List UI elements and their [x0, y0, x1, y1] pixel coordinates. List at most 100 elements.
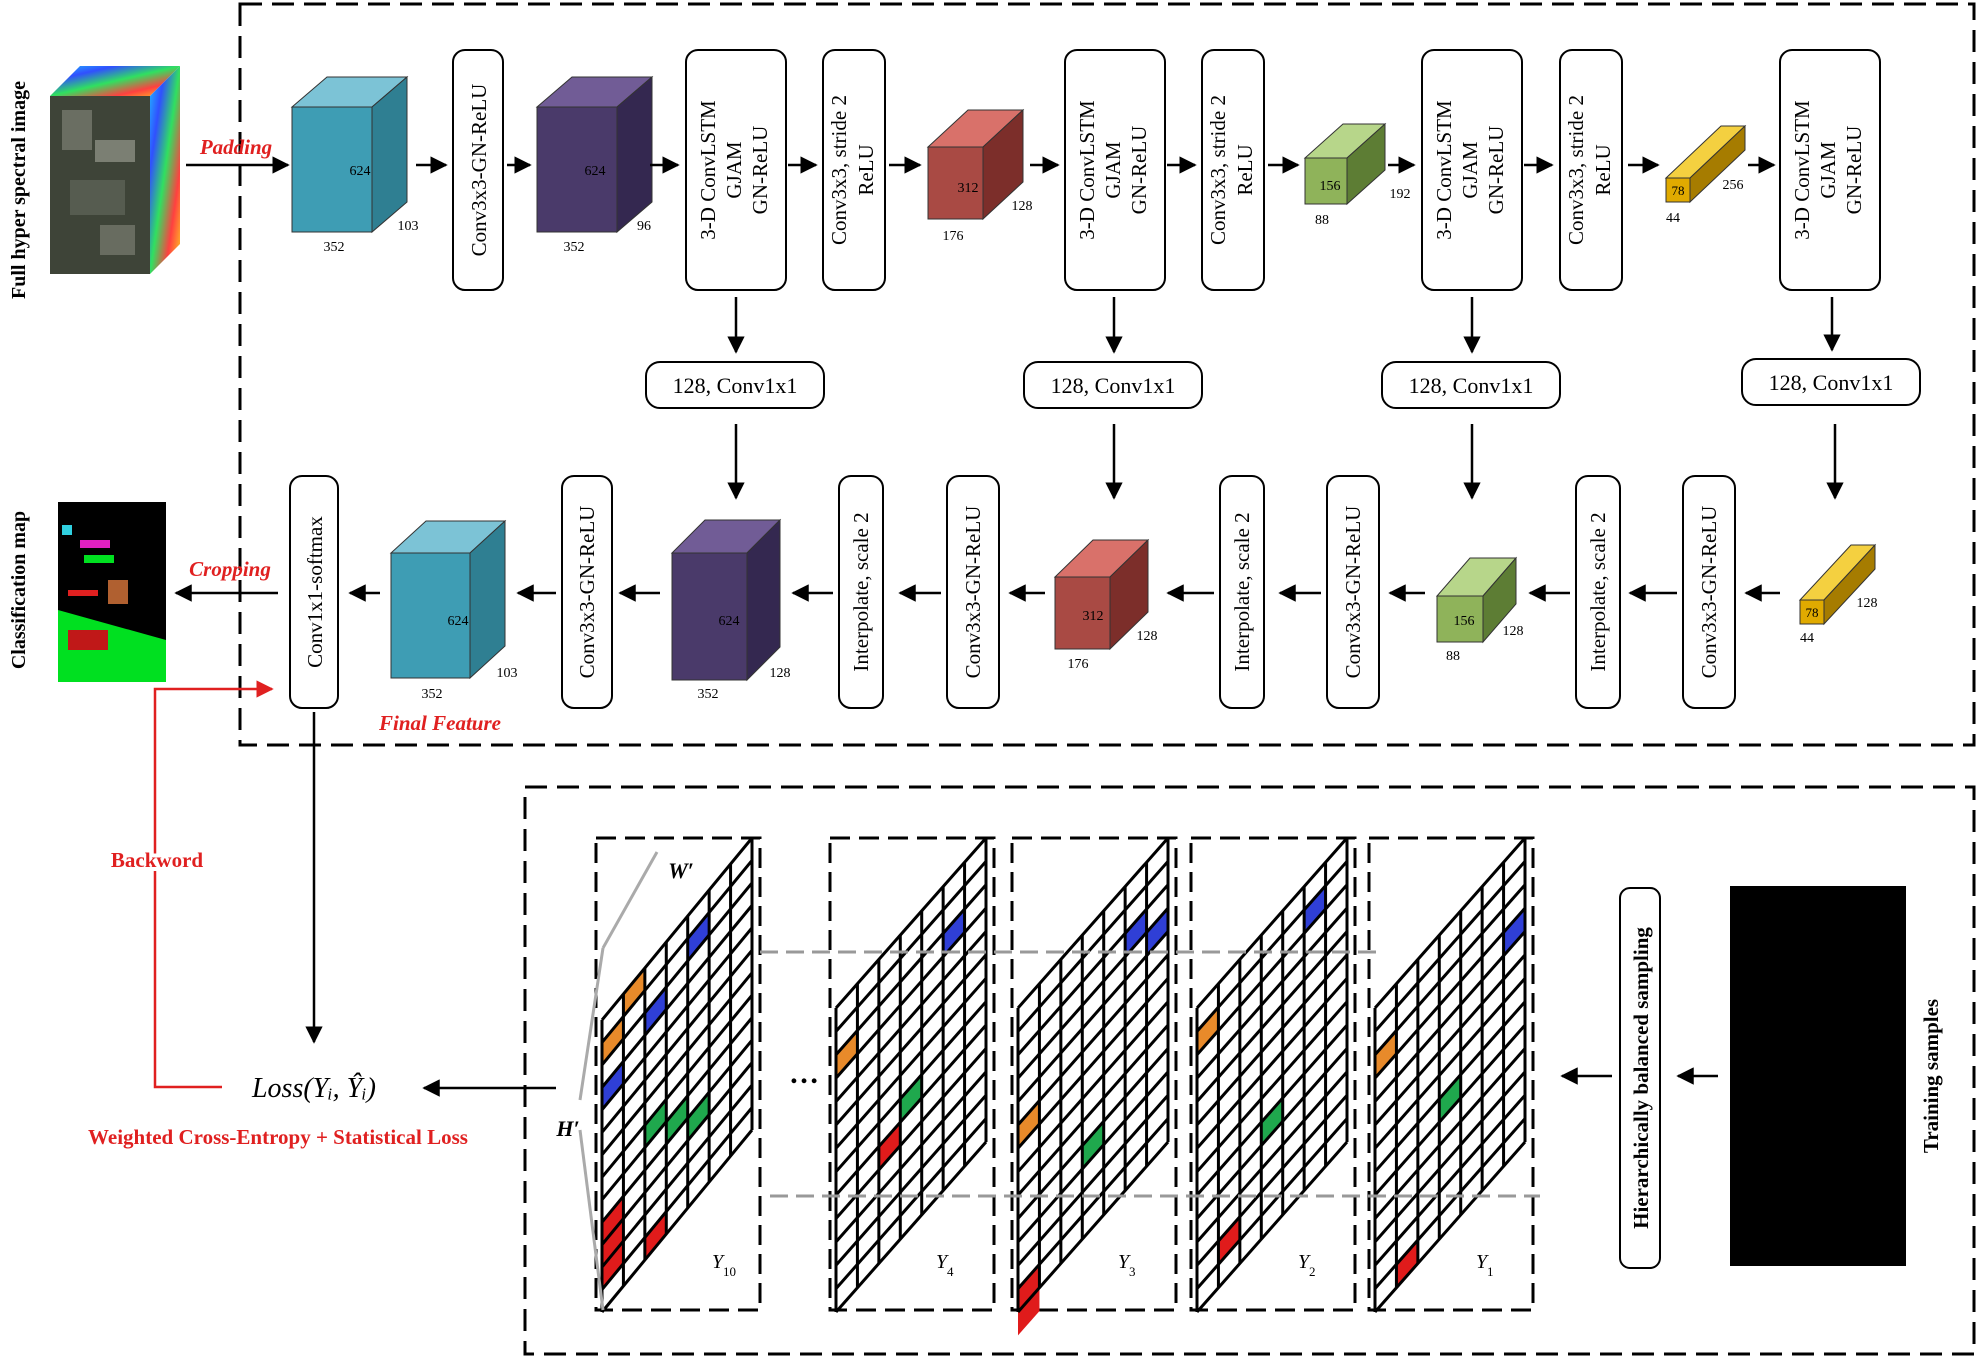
enc-lstm-1-line1: 3-D ConvLSTM	[696, 100, 720, 240]
hyperspectral-cube-image	[50, 66, 180, 274]
enc-cube-5-d: 256	[1723, 178, 1744, 193]
enc-cube-3-h: 312	[958, 181, 979, 196]
dec-interp-box-2	[1219, 475, 1265, 709]
grid-label-3-sub: 3	[1129, 1264, 1136, 1279]
skip-box-2-text: 128, Conv1x1	[1051, 373, 1176, 398]
enc-lstm-3-line1: 3-D ConvLSTM	[1432, 100, 1456, 240]
grid-cell	[602, 1016, 624, 1065]
dec-cube-2-w: 352	[698, 687, 719, 702]
grid-label-3-base: Y	[1118, 1251, 1131, 1273]
sampling-text: Hierarchically balanced sampling	[1629, 927, 1653, 1229]
grid-cell	[602, 1196, 624, 1245]
enc-stride-3-line2: ReLU	[1591, 144, 1615, 195]
enc-stride-1-line2: ReLU	[854, 144, 878, 195]
grid-cell	[1503, 908, 1525, 956]
ellipsis: …	[789, 1057, 819, 1090]
cropping-label: Cropping	[189, 557, 271, 581]
dec-cube-3-w: 176	[1068, 657, 1089, 672]
grid-cell	[1218, 1216, 1240, 1265]
dec-cube-5-d: 128	[1857, 596, 1878, 611]
enc-lstm-box-4	[1779, 49, 1881, 291]
skip-box-4-text: 128, Conv1x1	[1769, 370, 1894, 395]
grid-cell	[1396, 1240, 1418, 1288]
dec-interp-1-text: Interpolate, scale 2	[849, 512, 873, 671]
enc-lstm-2-line3: GN-ReLU	[1127, 126, 1151, 215]
dec-conv-gn-3-text: Conv3x3-GN-ReLU	[1341, 506, 1365, 679]
enc-stride-box-3	[1559, 49, 1623, 291]
enc-conv-gn-box	[452, 49, 504, 291]
grid-cell	[1261, 1097, 1283, 1146]
encoder-cube-5	[1664, 124, 1747, 204]
decoder-cube-1	[389, 519, 507, 680]
enc-cube-1-w: 352	[324, 240, 345, 255]
enc-stride-2-line2: ReLU	[1233, 144, 1257, 195]
dec-conv-gn-box-3	[1326, 475, 1380, 709]
label-grids	[578, 836, 1540, 1336]
enc-lstm-3-line2: GJAM	[1458, 141, 1482, 199]
dec-cube-5-h: 78	[1806, 605, 1819, 620]
enc-cube-4-d: 192	[1390, 187, 1411, 202]
grid-cell	[623, 968, 645, 1017]
dec-cube-3-h: 312	[1083, 609, 1104, 624]
training-samples-image	[1730, 886, 1906, 1266]
dec-cube-1-h: 624	[448, 614, 469, 629]
encoder-cube-3	[926, 108, 1025, 221]
enc-cube-2-h: 624	[585, 164, 606, 179]
full-image-label: Full hyper spectral image	[8, 81, 30, 299]
grid-label-2-base: Y	[936, 1251, 949, 1273]
training-samples-label: Training samples	[1919, 999, 1943, 1153]
grid-cell	[878, 1122, 901, 1170]
decoder-cube-5	[1798, 543, 1877, 626]
grid-cell	[836, 1030, 858, 1079]
grid-label-2: Y 4	[936, 1251, 954, 1279]
dec-conv-gn-1-text: Conv3x3-GN-ReLU	[575, 506, 599, 679]
enc-cube-4-w: 88	[1315, 213, 1329, 228]
dec-cube-3-d: 128	[1137, 629, 1158, 644]
enc-stride-box-1	[822, 49, 886, 291]
loss-formula: Loss(Yᵢ, Ŷᵢ)	[251, 1073, 376, 1104]
grid-label-1-sub: 10	[723, 1264, 736, 1279]
encoder-cube-2	[535, 75, 654, 234]
grid-cell	[1018, 1100, 1040, 1149]
decoder-cube-4	[1435, 556, 1518, 644]
grid-cell	[1375, 1030, 1397, 1079]
grid-label-4-sub: 2	[1309, 1264, 1316, 1279]
loss-name: Weighted Cross-Entropy + Statistical Los…	[88, 1125, 468, 1149]
grid-label-2-sub: 4	[947, 1264, 954, 1279]
grid-cell	[943, 909, 965, 957]
grid-cell	[1082, 1121, 1104, 1169]
w-prime-label: W′	[668, 858, 694, 883]
enc-lstm-box-3	[1421, 49, 1523, 291]
skip-box-2	[1023, 361, 1203, 409]
h-prime-label: H′	[555, 1116, 579, 1141]
dec-conv-gn-box-2	[946, 475, 1000, 709]
dec-interp-2-text: Interpolate, scale 2	[1230, 512, 1254, 671]
label-grid-3	[1010, 836, 1178, 1336]
dec-cube-2-d: 128	[770, 666, 791, 681]
enc-lstm-3-line3: GN-ReLU	[1484, 126, 1508, 215]
skip-box-1	[645, 361, 825, 409]
enc-stride-1-line1: Conv3x3, stride 2	[827, 95, 851, 245]
enc-lstm-box-1	[685, 49, 787, 291]
grid-cell	[602, 1061, 624, 1110]
grid-cell	[644, 1211, 667, 1260]
dec-interp-box-3	[1575, 475, 1621, 709]
softmax-box	[289, 475, 339, 709]
enc-cube-3-w: 176	[943, 229, 964, 244]
grid-cell	[1439, 1074, 1461, 1123]
dec-conv-gn-2-text: Conv3x3-GN-ReLU	[961, 506, 985, 679]
grid-cell	[1018, 1264, 1040, 1312]
dec-interp-3-text: Interpolate, scale 2	[1586, 512, 1610, 671]
grid-label-5: Y 1	[1476, 1251, 1494, 1279]
grid-label-4: Y 2	[1298, 1251, 1316, 1279]
skip-box-4	[1741, 358, 1921, 406]
skip-box-3	[1381, 361, 1561, 409]
grid-cell	[602, 1241, 624, 1290]
grid-label-3: Y 3	[1118, 1251, 1136, 1279]
dec-conv-gn-box-1	[561, 475, 613, 709]
dec-conv-gn-4-text: Conv3x3-GN-ReLU	[1697, 506, 1721, 679]
enc-lstm-1-line3: GN-ReLU	[748, 126, 772, 215]
dec-cube-1-d: 103	[497, 666, 518, 681]
grid-cell	[900, 1074, 922, 1123]
enc-cube-2-w: 352	[564, 240, 585, 255]
